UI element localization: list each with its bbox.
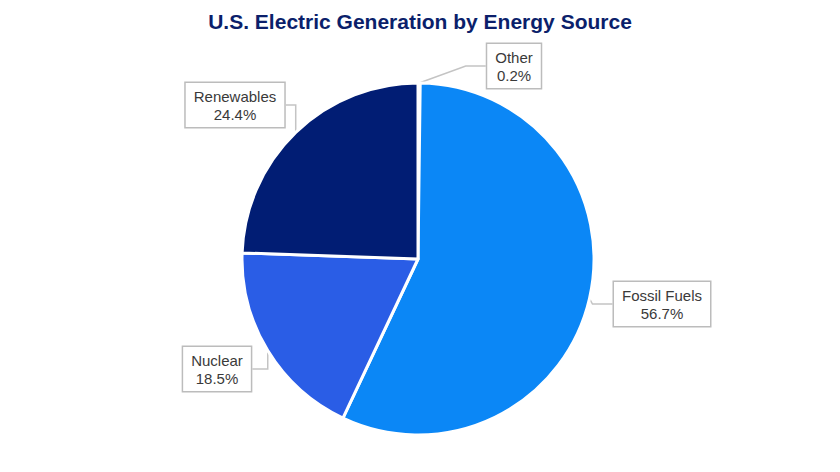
svg-text:Other: Other: [495, 49, 533, 66]
svg-text:Fossil Fuels: Fossil Fuels: [622, 287, 702, 304]
svg-text:0.2%: 0.2%: [497, 67, 531, 84]
svg-text:Renewables: Renewables: [194, 88, 277, 105]
svg-text:56.7%: 56.7%: [641, 305, 684, 322]
svg-text:18.5%: 18.5%: [196, 370, 239, 387]
svg-text:U.S. Electric Generation by En: U.S. Electric Generation by Energy Sourc…: [208, 10, 632, 33]
svg-text:24.4%: 24.4%: [214, 106, 257, 123]
svg-text:Nuclear: Nuclear: [191, 352, 243, 369]
